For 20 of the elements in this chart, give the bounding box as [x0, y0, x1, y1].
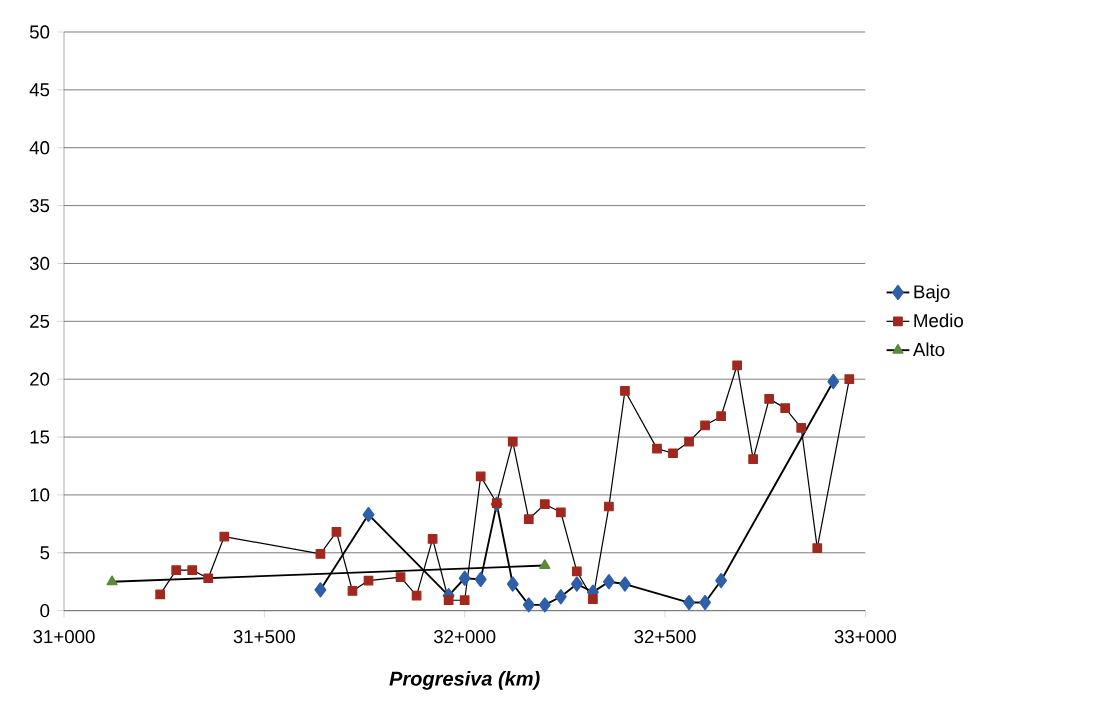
y-tick-label: 15 — [30, 430, 50, 444]
x-tick-label: 31+000 — [33, 630, 95, 644]
y-tick-label: 25 — [30, 314, 50, 328]
y-tick-label: 0 — [40, 604, 50, 618]
y-tick-label: 5 — [40, 546, 50, 560]
x-tick-label: 32+500 — [634, 630, 696, 644]
legend-label: Alto — [912, 342, 945, 357]
y-tick-label: 35 — [29, 198, 50, 213]
legend-label: Medio — [914, 313, 963, 328]
y-tick-label: 45 — [29, 83, 50, 97]
y-tick-label: 30 — [29, 256, 50, 271]
x-axis-title: Progresiva (km) — [389, 671, 540, 690]
x-tick-label: 31+500 — [233, 630, 296, 644]
x-tick-label: 32+000 — [433, 630, 496, 644]
y-tick-label: 50 — [29, 25, 50, 39]
y-tick-label: 10 — [30, 488, 50, 502]
y-tick-label: 40 — [29, 141, 50, 155]
y-tick-label: 20 — [30, 372, 50, 386]
legend-label: Bajo — [914, 284, 950, 303]
x-tick-label: 33+000 — [834, 630, 897, 644]
